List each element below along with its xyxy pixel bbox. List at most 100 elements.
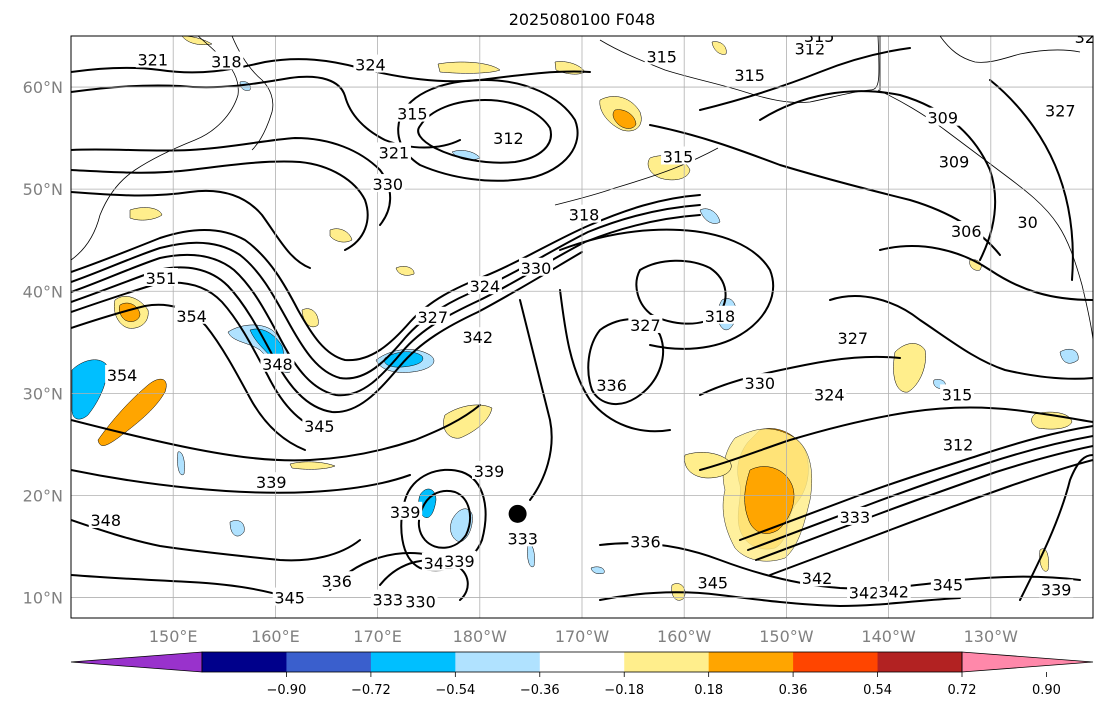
contour-label-background: [695, 572, 730, 591]
contour-label: 354: [107, 366, 138, 385]
contour-label: 324: [470, 277, 501, 296]
contour-label-background: [388, 501, 423, 520]
contour-label: 345: [274, 589, 305, 608]
colorbar-frame: [201, 651, 963, 673]
contour-label: 348: [262, 355, 293, 374]
contour-label: 345: [933, 575, 964, 594]
contour-label-background: [925, 107, 960, 126]
longitude-labels: 150°E 160°E 170°E 180°W 170°W 160°W 150°W 140°W…: [149, 627, 1018, 646]
contour-label: 330: [745, 374, 776, 393]
positive-patch: [97, 378, 167, 446]
latitude-label: 10°N: [23, 589, 63, 608]
colorbar-tick-label: 0.18: [694, 683, 723, 698]
colorbar-segment: [624, 652, 710, 672]
contour-label-background: [302, 416, 337, 435]
contour-label-background: [940, 384, 975, 403]
negative-patch: [229, 520, 245, 537]
coastline-kamchatka: [231, 36, 274, 151]
positive-patch: [437, 61, 501, 74]
contour-line: [71, 469, 411, 494]
latitude-labels: 10°N 20°N 30°N 40°N 50°N 60°N: [23, 78, 63, 608]
contour-label-background: [442, 550, 477, 569]
contour-label: 318: [569, 206, 600, 225]
contour-line: [739, 425, 1093, 541]
contour-label-background: [941, 434, 976, 453]
positive-patch: [129, 207, 163, 221]
contour-line: [71, 58, 591, 83]
contour-label-background: [105, 364, 140, 383]
contour-label-background: [353, 54, 388, 73]
positive-patch: [893, 343, 926, 393]
colorbar-tick-label: −0.18: [604, 683, 644, 698]
longitude-label: 160°W: [657, 627, 712, 646]
contour-label: 354: [176, 307, 207, 326]
colorbar-tick-label: −0.54: [435, 683, 475, 698]
shaded-patches: [71, 36, 1079, 601]
coastline-alaska: [599, 36, 880, 103]
contour-label: 339: [1041, 580, 1072, 599]
colorbar-tick-label: −0.90: [267, 683, 307, 698]
contour-label: 306: [951, 222, 982, 241]
latitude-label: 30°N: [23, 384, 63, 403]
contour-label: 327: [630, 316, 661, 335]
contour-lines: [71, 47, 1093, 607]
contour-label-background: [519, 257, 554, 276]
contour-label: 309: [927, 109, 958, 128]
colorbar-tick-label: −0.36: [520, 683, 560, 698]
contour-line: [71, 160, 369, 251]
contour-line: [519, 299, 553, 501]
contour-label-background: [415, 306, 450, 325]
contour-label-background: [505, 528, 540, 547]
colorbar-segment: [877, 652, 963, 672]
contour-label-background: [319, 571, 354, 590]
contour-label: 32: [1075, 28, 1095, 47]
contour-label-background: [628, 314, 663, 333]
colorbar-extend-low: [70, 651, 203, 673]
contour-label: 339: [474, 462, 505, 481]
contour-line: [769, 459, 1093, 576]
contour-label-background: [702, 305, 737, 324]
contour-label: 309: [939, 153, 970, 172]
negative-patch: [590, 566, 605, 575]
contour-label: 312: [493, 129, 524, 148]
contour-line: [649, 124, 1001, 256]
contour-label-background: [395, 103, 430, 122]
contour-label: 330: [405, 593, 436, 612]
contour-label-background: [567, 204, 602, 223]
longitude-label: 150°E: [149, 627, 198, 646]
contour-label: 315: [734, 66, 765, 85]
contour-label: 30: [1017, 213, 1037, 232]
contour-label-background: [88, 509, 123, 528]
contour-label-background: [837, 506, 872, 525]
contour-label-background: [260, 353, 295, 372]
contour-label-background: [135, 49, 170, 68]
contour-label: 330: [521, 259, 552, 278]
contour-line: [71, 519, 361, 562]
contour-line: [699, 355, 901, 396]
colorbar-extend-high: [961, 651, 1094, 673]
contour-label: 315: [804, 27, 835, 46]
contour-label-background: [732, 64, 767, 83]
contour-label-background: [1015, 211, 1040, 230]
contour-line: [559, 289, 671, 433]
positive-patch: [711, 41, 727, 55]
contour-label: 327: [418, 308, 449, 327]
contour-label-background: [460, 327, 495, 346]
positive-patch: [744, 466, 795, 534]
contour-line: [747, 435, 1093, 551]
contour-label: 318: [211, 53, 242, 72]
contour-label: 315: [646, 47, 677, 66]
map-title: 2025080100 F048: [509, 10, 656, 29]
colorbar-segment: [539, 652, 625, 672]
positive-patch: [181, 36, 213, 45]
contour-label-background: [174, 305, 209, 324]
contour-label-background: [143, 267, 178, 286]
contour-label: 345: [698, 573, 729, 592]
contour-label-background: [802, 36, 837, 44]
contour-line: [71, 303, 306, 451]
contour-line: [599, 591, 961, 607]
longitude-label: 160°E: [251, 627, 300, 646]
contour-label-background: [1039, 579, 1074, 598]
contour-label-background: [254, 472, 289, 491]
